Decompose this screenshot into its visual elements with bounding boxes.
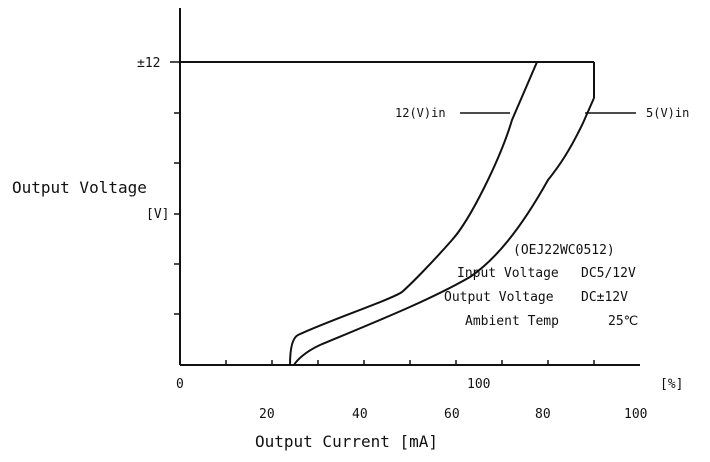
x-tick-ma-20: 20 bbox=[259, 407, 275, 422]
x-ticks bbox=[225, 360, 595, 365]
annotation-input-label: Input Voltage bbox=[457, 266, 559, 281]
x-tick-percent-100: 100 bbox=[467, 377, 490, 392]
y-axis-label-line1: Output Voltage bbox=[12, 178, 147, 197]
annotation-model: (OEJ22WC0512) bbox=[513, 243, 615, 258]
x-unit-percent: [%] bbox=[660, 377, 683, 392]
annotation-ambient-value: 25℃ bbox=[608, 314, 638, 329]
x-axis-label: Output Current [mA] bbox=[255, 432, 438, 451]
y-tick-label-12: ±12 bbox=[137, 56, 160, 71]
x-tick-percent-0: 0 bbox=[176, 377, 184, 392]
curve-12v-in bbox=[289, 61, 538, 366]
curve-5v-in bbox=[293, 97, 595, 366]
x-tick-ma-80: 80 bbox=[535, 407, 551, 422]
x-tick-ma-40: 40 bbox=[352, 407, 368, 422]
annotation-output-label: Output Voltage bbox=[444, 290, 554, 305]
x-tick-ma-60: 60 bbox=[444, 407, 460, 422]
series-label-5v: 5(V)in bbox=[646, 106, 689, 120]
annotation-output-value: DC±12V bbox=[581, 290, 628, 305]
annotation-ambient-label: Ambient Temp bbox=[465, 314, 559, 329]
annotation-input-value: DC5/12V bbox=[581, 266, 636, 281]
x-tick-ma-100: 100 bbox=[624, 407, 647, 422]
y-axis-label-line2: [V] bbox=[146, 207, 169, 222]
series-label-12v: 12(V)in bbox=[395, 106, 446, 120]
y-ticks bbox=[170, 61, 180, 315]
